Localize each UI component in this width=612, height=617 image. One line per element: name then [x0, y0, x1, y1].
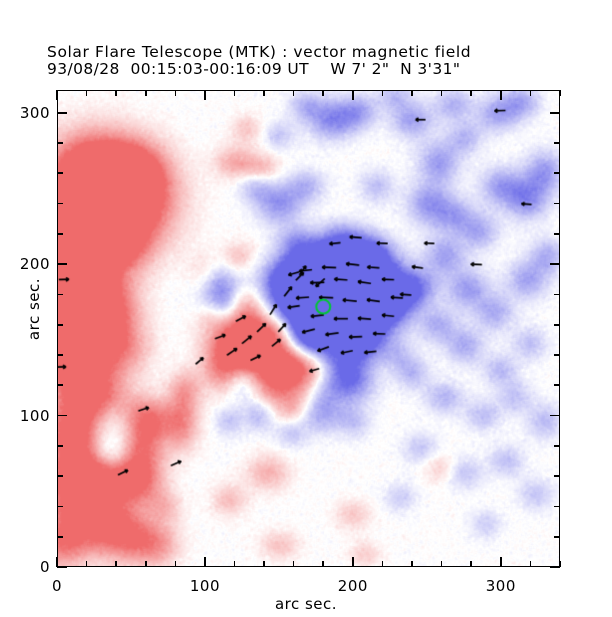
y-axis-tick	[57, 263, 67, 265]
y-axis-tick	[57, 505, 63, 508]
observation-subtitle: 93/08/28 00:15:03-00:16:09 UT W 7' 2" N …	[47, 59, 461, 78]
x-axis-tick	[529, 90, 532, 96]
y-axis-tick	[57, 142, 63, 144]
y-axis-tick	[57, 111, 67, 114]
x-axis-tick	[411, 90, 413, 96]
x-axis-tick	[56, 90, 58, 100]
y-axis-tick	[57, 202, 63, 205]
x-axis-tick	[174, 561, 177, 567]
y-axis-tick	[57, 414, 67, 417]
x-axis-tick	[233, 90, 236, 96]
x-axis-tick	[352, 90, 354, 100]
x-tick-label: 0	[51, 577, 63, 595]
x-tick-label: 100	[189, 577, 221, 595]
x-axis-tick	[263, 561, 265, 567]
y-axis-tick	[554, 535, 560, 538]
x-axis-tick	[559, 90, 561, 96]
x-axis-tick	[292, 90, 295, 96]
y-axis-tick	[550, 566, 560, 568]
x-axis-tick	[559, 561, 561, 567]
y-axis-tick	[554, 202, 560, 205]
y-axis-tick	[554, 505, 560, 508]
x-axis-tick	[529, 561, 532, 567]
y-axis-tick	[57, 566, 67, 568]
y-axis-tick	[550, 263, 560, 265]
y-axis-tick	[57, 535, 63, 538]
y-axis-tick	[554, 323, 560, 326]
x-axis-tick	[85, 561, 88, 567]
y-axis-tick	[554, 233, 560, 235]
y-axis-title: arc sec.	[25, 277, 43, 341]
x-axis-tick	[381, 90, 384, 96]
y-axis-tick	[57, 293, 63, 296]
x-axis-tick	[381, 561, 384, 567]
figure-title-block: Solar Flare Telescope (MTK) : vector mag…	[47, 44, 587, 77]
y-axis-tick	[554, 354, 560, 356]
y-tick-label: 0	[39, 558, 50, 576]
x-axis-tick	[144, 561, 147, 567]
y-axis-tick	[57, 384, 63, 387]
x-tick-label: 200	[337, 577, 368, 595]
x-axis-tick	[500, 557, 502, 567]
x-axis-tick	[115, 90, 117, 96]
y-tick-label: 300	[19, 103, 50, 122]
x-axis-tick	[440, 90, 443, 96]
x-axis-tick	[263, 90, 265, 96]
y-axis-tick	[550, 414, 560, 417]
x-axis-tick	[440, 561, 443, 567]
x-axis-tick	[204, 557, 206, 567]
plot-area[interactable]	[57, 90, 560, 567]
y-axis-tick	[554, 293, 560, 296]
x-axis-tick	[470, 561, 473, 567]
y-axis-tick	[57, 172, 63, 175]
y-axis-tick	[554, 172, 560, 175]
y-tick-label: 200	[19, 255, 50, 274]
y-axis-tick	[554, 445, 560, 447]
x-axis-tick	[322, 561, 325, 567]
y-axis-tick	[57, 323, 63, 326]
y-axis-tick	[57, 445, 63, 447]
x-axis-tick	[174, 90, 177, 96]
x-axis-tick	[352, 557, 354, 567]
y-axis-tick	[550, 111, 560, 114]
y-axis-tick	[554, 475, 560, 477]
x-axis-tick	[292, 561, 295, 567]
y-axis-tick	[57, 475, 63, 477]
x-axis-tick	[411, 561, 413, 567]
y-axis-tick	[554, 384, 560, 387]
x-axis-tick	[144, 90, 147, 96]
page-title: Solar Flare Telescope (MTK) : vector mag…	[47, 43, 472, 61]
x-axis-tick	[500, 90, 502, 100]
x-axis-tick	[204, 90, 206, 100]
y-tick-label: 100	[19, 406, 50, 425]
vector-field-overlay	[58, 91, 559, 566]
x-axis-tick	[233, 561, 236, 567]
x-axis-title: arc sec.	[274, 595, 338, 613]
y-axis-tick	[57, 354, 63, 356]
x-axis-tick	[322, 90, 325, 96]
x-axis-tick	[56, 557, 58, 567]
x-axis-tick	[85, 90, 88, 96]
x-axis-tick	[115, 561, 117, 567]
y-axis-tick	[554, 142, 560, 144]
y-axis-tick	[57, 233, 63, 235]
x-axis-tick	[470, 90, 473, 96]
x-tick-label: 300	[485, 577, 516, 595]
